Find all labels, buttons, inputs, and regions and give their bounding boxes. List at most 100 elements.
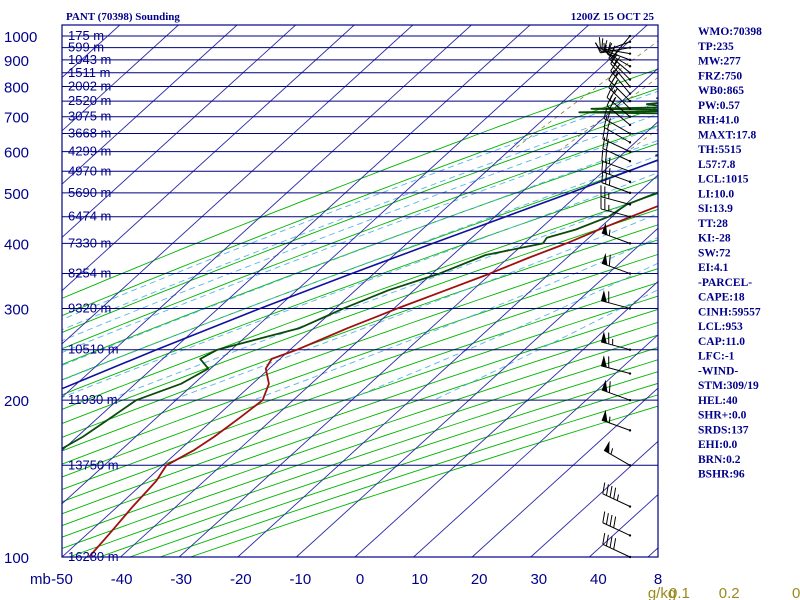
wind-barb xyxy=(600,197,632,218)
wind-barb xyxy=(603,440,632,467)
index-value: MAXT:17.8 xyxy=(698,129,756,141)
isotherm xyxy=(62,25,179,132)
wind-barb xyxy=(600,355,632,375)
moist-adiabat xyxy=(346,262,658,401)
wind-barb xyxy=(603,107,632,135)
height-label: 8254 m xyxy=(68,266,111,281)
pressure-tick-label: 300 xyxy=(4,301,29,318)
sounding-profiles xyxy=(62,97,658,557)
chart-title: PANT (70398) Sounding xyxy=(66,11,180,23)
index-value: BSHR:96 xyxy=(698,469,745,481)
temperature-tick-label: 0 xyxy=(356,571,364,588)
dry-adiabat xyxy=(62,106,658,333)
isotherm xyxy=(62,25,472,398)
index-value: TT:28 xyxy=(698,218,728,230)
index-value: SW:72 xyxy=(698,247,731,259)
dry-adiabat xyxy=(62,176,658,396)
height-label: 599 m xyxy=(68,40,104,55)
height-label: 175 m xyxy=(68,28,104,43)
wind-barb xyxy=(601,252,632,275)
plot-frame xyxy=(61,24,659,558)
dry-adiabat xyxy=(62,295,658,503)
chart-datetime: 1200Z 15 OCT 25 xyxy=(571,11,655,23)
index-value: HEL:40 xyxy=(698,395,738,407)
isotherm xyxy=(471,387,658,557)
height-label: 16280 m xyxy=(68,549,119,564)
height-label: 3075 m xyxy=(68,109,111,124)
temperature-tick-label: -20 xyxy=(230,571,252,588)
index-value: EHI:0.0 xyxy=(698,439,738,451)
mixing-ratio-tick-label: 0.6 xyxy=(792,585,800,600)
pressure-tick-label: 1000 xyxy=(4,29,37,46)
height-label: 13750 m xyxy=(68,457,119,472)
pressure-tick-label: 100 xyxy=(4,550,29,567)
wind-barb xyxy=(602,127,632,153)
wind-barb xyxy=(600,185,632,206)
index-value: KI:-28 xyxy=(698,233,731,245)
dry-adiabat xyxy=(62,208,658,425)
isotherm xyxy=(62,25,648,557)
isotherm xyxy=(354,280,658,557)
height-label: 9320 m xyxy=(68,300,111,315)
index-value: CAPE:18 xyxy=(698,292,745,304)
temperature-tick-label: -10 xyxy=(290,571,312,588)
index-value: SI:13.9 xyxy=(698,203,733,215)
wind-barb xyxy=(601,379,632,402)
index-value: L57:7.8 xyxy=(698,159,736,171)
wind-barb xyxy=(601,38,632,62)
dry-adiabat xyxy=(62,321,658,527)
height-label: 4299 m xyxy=(68,144,111,159)
index-value: WMO:70398 xyxy=(698,26,762,38)
dry-adiabat xyxy=(62,282,658,490)
index-value: TH:5515 xyxy=(698,144,742,156)
index-value: -PARCEL- xyxy=(698,277,752,289)
index-value: LI:10.0 xyxy=(698,188,734,200)
temperature-tick-label: 40 xyxy=(590,571,607,588)
index-value: BRN:0.2 xyxy=(698,454,741,466)
wind-barb xyxy=(610,61,632,95)
wind-barb xyxy=(602,482,632,508)
index-value: LFC:-1 xyxy=(698,351,735,363)
dry-adiabat xyxy=(62,308,658,515)
isotherm xyxy=(120,67,658,557)
height-label: 7330 m xyxy=(68,235,111,250)
wind-barb xyxy=(601,409,632,432)
pressure-tick-label: 500 xyxy=(4,186,29,203)
index-value: -WIND- xyxy=(698,365,738,377)
height-label: 1043 m xyxy=(68,52,111,67)
index-value: SHR+:0.0 xyxy=(698,410,747,422)
mixing-ratio-unit: g/kg xyxy=(648,585,676,600)
dry-adiabat xyxy=(62,334,658,538)
moist-adiabat xyxy=(62,155,658,381)
mixing-ratio-tick-label: 0.1 xyxy=(669,585,690,600)
height-label: 4970 m xyxy=(68,163,111,178)
pressure-tick-label: 200 xyxy=(4,393,29,410)
isotherm xyxy=(62,25,414,345)
dry-adiabat xyxy=(62,68,658,299)
mixing-ratio-line xyxy=(557,77,658,152)
temperature-line xyxy=(88,205,658,557)
temperature-tick-label: -30 xyxy=(170,571,192,588)
height-label: 10510 m xyxy=(68,342,119,357)
isotherm xyxy=(296,227,658,557)
dry-adiabat xyxy=(62,268,658,478)
pressure-tick-label: 700 xyxy=(4,110,29,127)
isotherm xyxy=(62,25,296,238)
wind-barb xyxy=(606,95,632,127)
temperature-tick-label: 8 xyxy=(654,571,662,588)
index-value: RH:41.0 xyxy=(698,115,739,127)
wind-barb xyxy=(601,222,632,245)
index-value: FRZ:750 xyxy=(698,70,742,82)
pressure-tick-label: 600 xyxy=(4,145,29,162)
index-value: STM:309/19 xyxy=(698,380,759,392)
index-value: MW:277 xyxy=(698,56,741,68)
pressure-tick-label: 900 xyxy=(4,53,29,70)
height-label: 3668 m xyxy=(68,126,111,141)
height-label: 2002 m xyxy=(68,79,111,94)
isotherm xyxy=(530,440,658,557)
index-value: LCL:1015 xyxy=(698,174,749,186)
isotherm xyxy=(62,25,355,292)
wind-barb xyxy=(602,532,632,559)
index-value: CINH:59557 xyxy=(698,306,761,318)
